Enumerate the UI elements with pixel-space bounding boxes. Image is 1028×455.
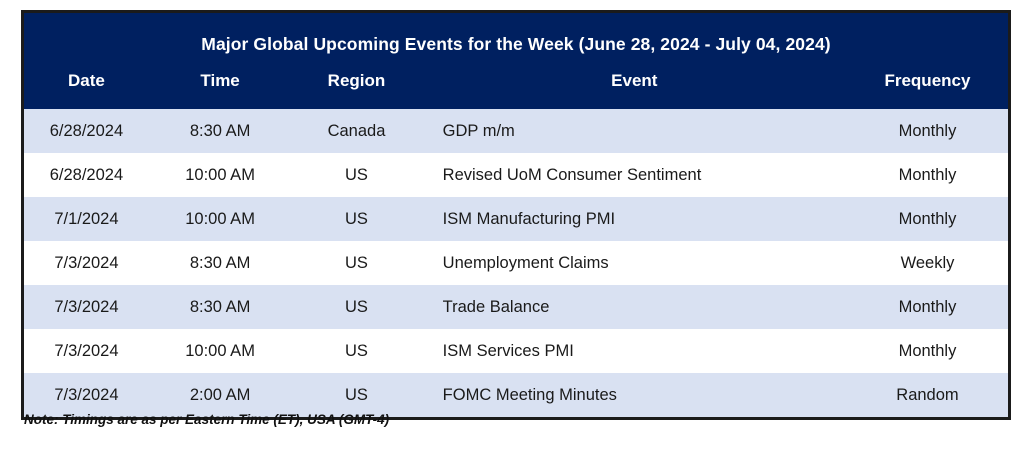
column-header-time: Time xyxy=(148,67,292,109)
cell-date: 7/3/2024 xyxy=(54,341,119,360)
cell-date: 6/28/2024 xyxy=(49,121,124,140)
cell-event: Unemployment Claims xyxy=(442,253,609,272)
cell-time: 8:30 AM xyxy=(189,253,251,272)
table-row: 7/3/2024 10:00 AM US ISM Services PMI Monthl… xyxy=(22,329,1010,373)
cell-frequency: Monthly xyxy=(898,341,957,360)
table-row: 7/3/2024 2:00 AM US FOMC Meeting Minutes Ran… xyxy=(22,373,1010,419)
footnote: Note: Timings are as per Eastern Time (E… xyxy=(24,412,390,427)
cell-event: Revised UoM Consumer Sentiment xyxy=(442,165,702,184)
column-header-region: Region xyxy=(291,67,422,109)
cell-time: 8:30 AM xyxy=(189,297,251,316)
cell-event: ISM Manufacturing PMI xyxy=(442,209,616,228)
column-header-date: Date xyxy=(22,67,149,109)
cell-frequency: Monthly xyxy=(898,209,957,228)
table-row: 7/1/2024 10:00 AM US ISM Manufacturing PMI M… xyxy=(22,197,1010,241)
cell-time: 8:30 AM xyxy=(189,121,251,140)
cell-event: FOMC Meeting Minutes xyxy=(442,385,617,404)
cell-frequency: Monthly xyxy=(898,297,957,316)
cell-region: Canada xyxy=(327,121,386,140)
title-row: Major Global Upcoming Events for the Wee… xyxy=(22,11,1010,67)
cell-time: 2:00 AM xyxy=(189,385,251,404)
cell-frequency: Random xyxy=(896,385,959,404)
table-title: Major Global Upcoming Events for the Wee… xyxy=(22,11,1010,67)
cell-time: 10:00 AM xyxy=(185,209,255,228)
table-row: 7/3/2024 8:30 AM US Unemployment Claims Week… xyxy=(22,241,1010,285)
cell-frequency: Monthly xyxy=(898,121,957,140)
cell-region: US xyxy=(345,253,368,272)
table-row: 7/3/2024 8:30 AM US Trade Balance Monthly xyxy=(22,285,1010,329)
cell-region: US xyxy=(345,165,368,184)
cell-date: 7/3/2024 xyxy=(54,253,119,272)
column-header-row: Date Time Region Event Frequency xyxy=(22,67,1010,109)
cell-event: ISM Services PMI xyxy=(442,341,574,360)
cell-region: US xyxy=(345,209,368,228)
cell-frequency: Weekly xyxy=(900,253,955,272)
cell-time: 10:00 AM xyxy=(185,165,255,184)
cell-date: 7/1/2024 xyxy=(54,209,119,228)
events-table-body: 6/28/2024 8:30 AM Canada GDP m/m Monthly 6/28… xyxy=(22,109,1010,419)
column-header-frequency: Frequency xyxy=(846,67,1010,109)
cell-date: 7/3/2024 xyxy=(54,385,119,404)
cell-date: 7/3/2024 xyxy=(54,297,119,316)
cell-date: 6/28/2024 xyxy=(49,165,124,184)
cell-region: US xyxy=(345,385,368,404)
table-row: 6/28/2024 8:30 AM Canada GDP m/m Monthly xyxy=(22,109,1010,153)
cell-region: US xyxy=(345,297,368,316)
cell-frequency: Monthly xyxy=(898,165,957,184)
events-table-header: Major Global Upcoming Events for the Wee… xyxy=(22,11,1010,109)
cell-region: US xyxy=(345,341,368,360)
events-table: Major Global Upcoming Events for the Wee… xyxy=(21,10,1011,420)
cell-time: 10:00 AM xyxy=(185,341,255,360)
table-row: 6/28/2024 10:00 AM US Revised UoM Consumer … xyxy=(22,153,1010,197)
cell-event: GDP m/m xyxy=(442,121,515,140)
column-header-event: Event xyxy=(421,67,847,109)
cell-event: Trade Balance xyxy=(442,297,550,316)
